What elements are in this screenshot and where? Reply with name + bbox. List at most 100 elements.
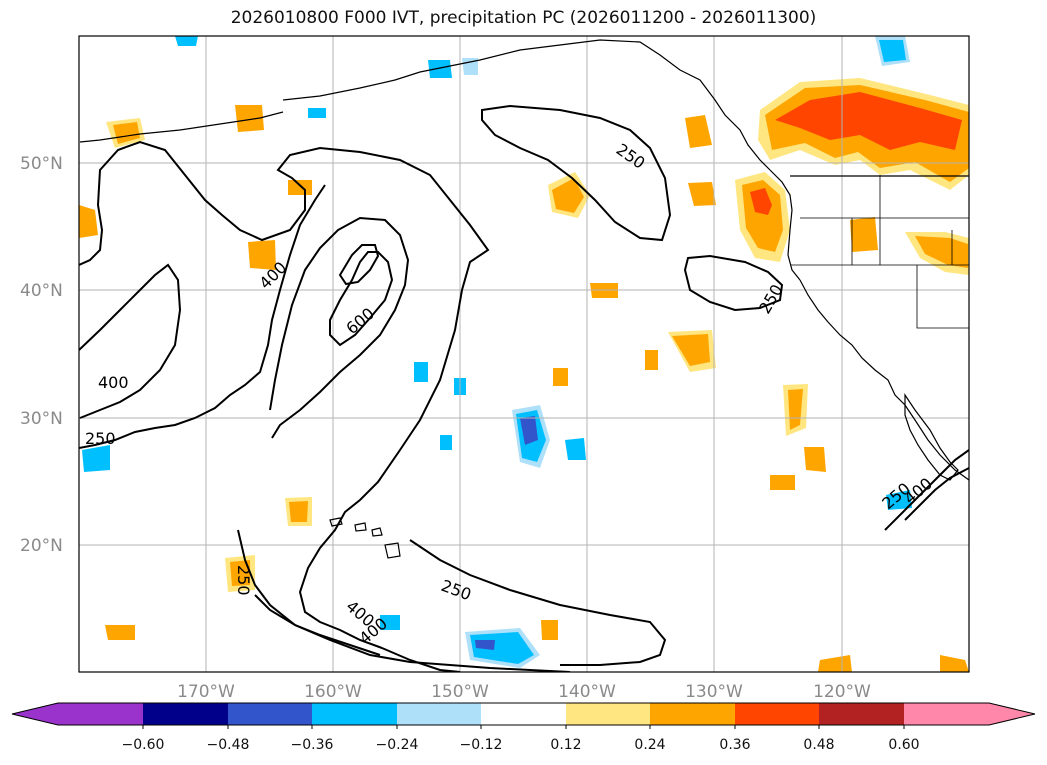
colorbar-tick: −0.48 (207, 737, 250, 753)
hawaii-islands (329, 517, 401, 559)
aleutians (79, 111, 284, 143)
ivt-250-se (884, 449, 969, 531)
precip-region-sm-2 (553, 368, 568, 386)
contour-label-250-w: 250 (85, 429, 116, 448)
us-west-coast (799, 279, 969, 481)
colorbar-extend-high (989, 703, 1035, 725)
colorbar-extend-low (12, 703, 58, 725)
ivt-400-central (269, 216, 410, 439)
alaska-coast (282, 39, 771, 171)
colorbar-tick: 0.24 (634, 737, 665, 753)
ivt-250-outer-west (79, 140, 490, 672)
colorbar-outline (11, 702, 1036, 726)
precip-region-offshore-5 (850, 217, 878, 252)
neg-region-3b (879, 40, 906, 62)
neg-region-2c (475, 640, 495, 650)
precip-region-west-2 (235, 105, 264, 132)
lon-label: 120°W (813, 682, 871, 702)
precip-region-west-3 (248, 240, 276, 270)
precip-region-sm-3 (645, 350, 658, 370)
contour-label-400-b: 400 (98, 373, 129, 392)
map-title: 2026010800 F000 IVT, precipitation PC (2… (230, 8, 817, 28)
lon-label: 140°W (558, 682, 616, 702)
ivt-250-east-sub (409, 539, 667, 666)
lon-label: 150°W (431, 682, 489, 702)
precip-region-offshore-4 (688, 182, 716, 206)
precip-region-se-1 (818, 655, 852, 672)
neg-region-11 (175, 36, 198, 46)
precip-region-baja-2 (804, 447, 826, 472)
precip-region-west-4 (79, 205, 98, 238)
lon-label: 160°W (304, 682, 362, 702)
ivt-250-coast (683, 254, 784, 312)
colorbar-segment (228, 703, 312, 725)
state-borders (790, 175, 969, 329)
precip-region-mid-5 (541, 620, 558, 640)
neg-region-13 (440, 435, 452, 450)
colorbar-segment (312, 703, 397, 725)
gridlines (79, 36, 969, 672)
neg-region-5 (82, 445, 110, 472)
baja-peninsula (904, 393, 959, 481)
lat-label: 30°N (20, 409, 63, 429)
ivt-contours (79, 104, 969, 672)
colorbar-segment (819, 703, 904, 725)
colorbar-segment (735, 703, 819, 725)
lon-label: 170°W (177, 682, 235, 702)
ivt-600-core (329, 251, 394, 347)
precip-region-sm-1 (288, 180, 312, 195)
lat-labels: 50°N 40°N 30°N 20°N (20, 154, 63, 556)
colorbar-tick: 0.60 (888, 737, 919, 753)
precip-region-offshore-3 (685, 115, 712, 148)
colorbar-tick: 0.36 (719, 737, 750, 753)
neg-region-1c (520, 416, 538, 445)
neg-region-8 (414, 362, 428, 382)
ivt-400-ring (79, 263, 182, 419)
ivt-400-south (254, 594, 381, 656)
precip-region-sm-4 (770, 475, 795, 490)
ivt-250-ne-oval (481, 104, 672, 242)
colorbar-segment (397, 703, 481, 725)
colorbar-segment (143, 703, 228, 725)
ivt-600-inner (338, 244, 380, 286)
colorbar-tick: −0.60 (122, 737, 165, 753)
colorbar-segment (904, 703, 989, 725)
lat-label: 40°N (20, 281, 63, 301)
plot-frame (78, 35, 970, 673)
coastlines (79, 39, 969, 559)
colorbar-tick: −0.12 (460, 737, 503, 753)
colorbar-tick: 0.48 (803, 737, 834, 753)
precip-region-pnw-core (775, 92, 962, 150)
contour-label-250-mid: 250 (234, 565, 253, 596)
neg-region-6 (565, 438, 586, 460)
lon-label: 130°W (685, 682, 743, 702)
colorbar-segment (650, 703, 735, 725)
precip-region-mid-2b (230, 560, 250, 586)
precip-region-idaho-mid (915, 236, 968, 268)
precip-region-mid-3 (105, 625, 135, 640)
precip-region-offshore-2b (672, 334, 710, 366)
precip-region-west-1b (113, 122, 140, 144)
colorbar-tick: 0.12 (550, 737, 581, 753)
colorbar-segment (481, 703, 566, 725)
ivt-250-outer-south (79, 184, 326, 449)
colorbar-segment (58, 703, 143, 725)
neg-region-10 (886, 490, 912, 510)
neg-region-14 (308, 108, 326, 118)
colorbar-tick: −0.24 (376, 737, 419, 753)
precip-region-se-2 (940, 655, 969, 672)
lat-label: 20°N (20, 536, 63, 556)
colorbar-segment (566, 703, 650, 725)
colorbar: −0.60 −0.48 −0.36 −0.24 −0.12 0.12 0.24 … (11, 702, 1036, 753)
lat-label: 50°N (20, 154, 63, 174)
precip-shading (79, 36, 969, 672)
ivt-250-band-south (237, 529, 571, 672)
lon-labels: 170°W 160°W 150°W 140°W 130°W 120°W (177, 682, 871, 702)
precip-region-mid-1b (289, 501, 308, 522)
bc-coast (769, 169, 801, 281)
precip-region-oregon-core (750, 188, 772, 215)
neg-region-4 (428, 60, 452, 78)
neg-region-9 (380, 615, 400, 630)
colorbar-tick: −0.36 (291, 737, 334, 753)
precip-region-offshore-1b (552, 178, 584, 213)
